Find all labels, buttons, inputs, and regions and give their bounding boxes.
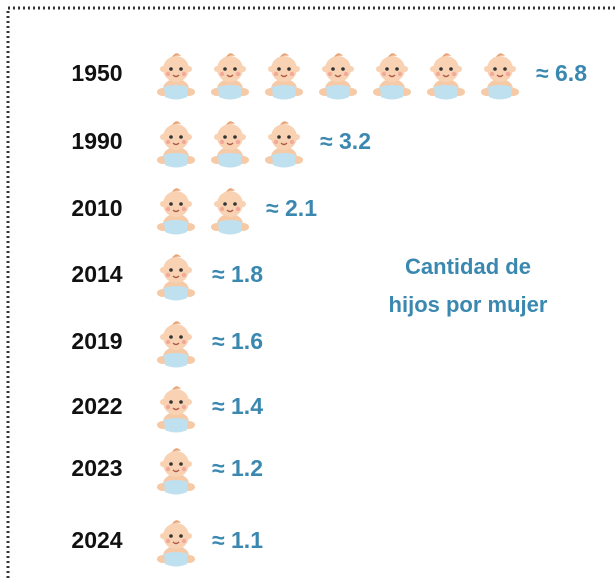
baby-icon bbox=[156, 385, 196, 434]
annotation: Cantidad de bbox=[405, 254, 531, 279]
baby-icon bbox=[210, 52, 250, 101]
year-label: 2022 bbox=[71, 393, 122, 419]
baby-icon bbox=[318, 52, 358, 101]
value-label: ≈ 1.4 bbox=[212, 393, 263, 419]
value-label: ≈ 1.2 bbox=[212, 455, 263, 481]
value-label: ≈ 6.8 bbox=[536, 60, 587, 86]
baby-icon bbox=[264, 120, 304, 169]
baby-icon bbox=[156, 120, 196, 169]
baby-icon bbox=[156, 253, 196, 302]
value-label: ≈ 1.8 bbox=[212, 261, 263, 287]
baby-icon bbox=[156, 320, 196, 369]
baby-icon bbox=[156, 447, 196, 496]
year-label: 2014 bbox=[71, 261, 122, 287]
annotation: hijos por mujer bbox=[389, 292, 548, 317]
baby-icon bbox=[156, 52, 196, 101]
baby-icon bbox=[426, 52, 466, 101]
value-label: ≈ 1.6 bbox=[212, 328, 263, 354]
baby-icon bbox=[156, 519, 196, 568]
year-label: 1950 bbox=[71, 60, 122, 86]
frame bbox=[6, 6, 616, 578]
value-label: ≈ 1.1 bbox=[212, 527, 263, 553]
year-label: 2024 bbox=[71, 527, 122, 553]
baby-icon bbox=[264, 52, 304, 101]
baby-icon bbox=[156, 187, 196, 236]
baby-icon bbox=[210, 187, 250, 236]
year-label: 2019 bbox=[71, 328, 122, 354]
year-label: 2023 bbox=[71, 455, 122, 481]
baby-icon bbox=[480, 52, 520, 101]
year-label: 1990 bbox=[71, 128, 122, 154]
baby-icon bbox=[210, 120, 250, 169]
year-label: 2010 bbox=[71, 195, 122, 221]
value-label: ≈ 2.1 bbox=[266, 195, 317, 221]
baby-icon bbox=[372, 52, 412, 101]
value-label: ≈ 3.2 bbox=[320, 128, 371, 154]
